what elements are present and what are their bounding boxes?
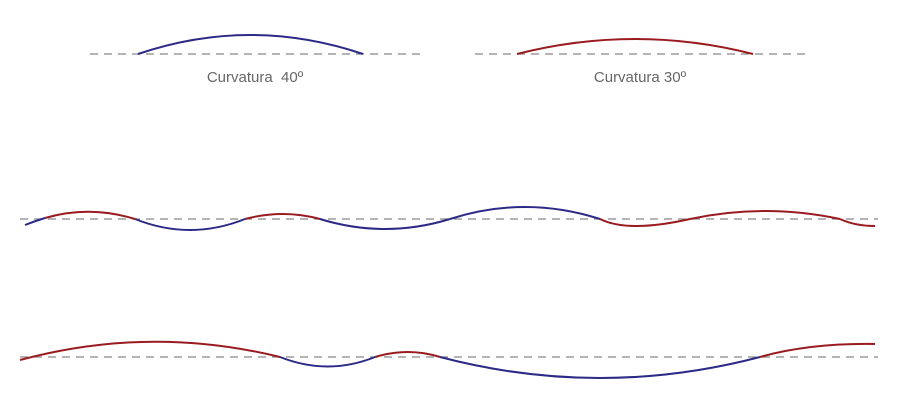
segment xyxy=(439,356,761,379)
segment xyxy=(374,351,441,358)
legend-label: Curvatura 40º xyxy=(207,69,304,86)
wave-2 xyxy=(19,340,878,379)
segment xyxy=(449,206,601,220)
segment xyxy=(24,217,46,226)
legend: Curvatura 40º Curvatura 30º xyxy=(90,34,805,86)
segment xyxy=(759,342,876,358)
arc-30 xyxy=(516,38,754,55)
arc-40 xyxy=(137,34,364,55)
segment xyxy=(134,218,246,231)
segment xyxy=(599,218,691,227)
segment xyxy=(689,210,841,220)
segment xyxy=(839,218,876,227)
segment xyxy=(279,356,376,368)
segment xyxy=(19,340,281,361)
segment xyxy=(244,213,321,220)
segment xyxy=(44,210,136,220)
segment xyxy=(319,218,451,230)
legend-label: Curvatura 30º xyxy=(594,69,687,86)
wave-1 xyxy=(20,206,878,231)
